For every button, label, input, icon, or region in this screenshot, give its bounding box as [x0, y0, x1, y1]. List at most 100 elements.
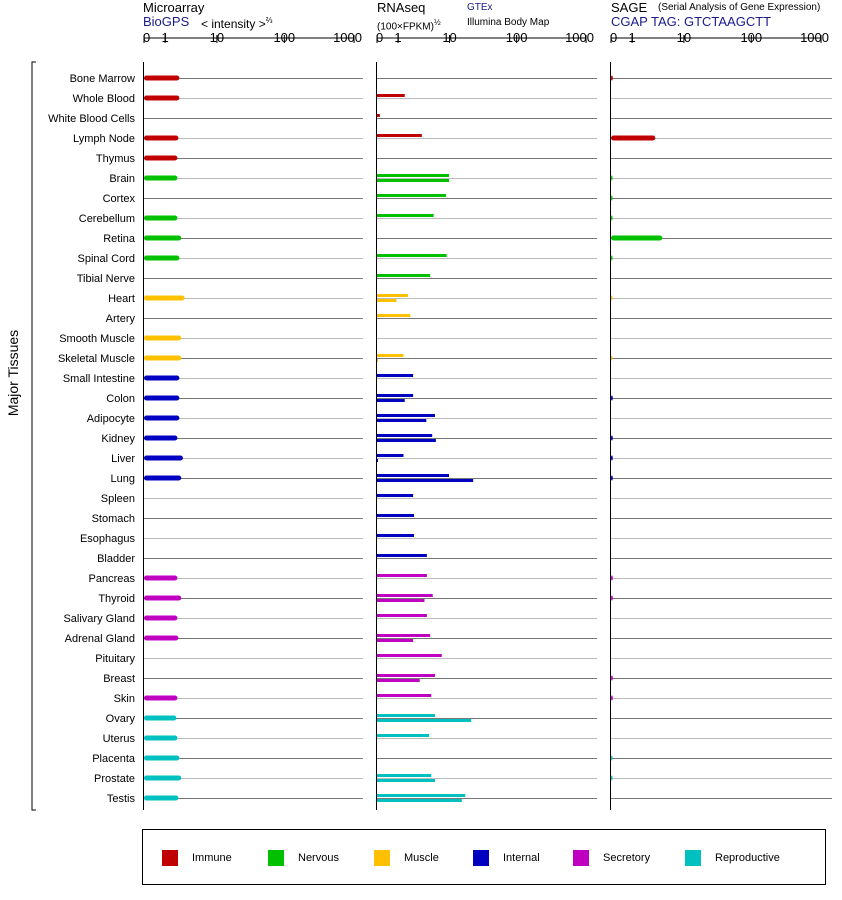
rnaseq-tick-label: 1: [394, 30, 401, 45]
rnaseq-bar: [377, 114, 380, 117]
tissue-label: Lung: [111, 473, 135, 485]
microarray-bar: [144, 355, 182, 361]
tissue-label: White Blood Cells: [48, 113, 135, 125]
legend-label-muscle: Muscle: [404, 852, 439, 864]
rnaseq-bar: [377, 674, 435, 677]
tissue-label: Pancreas: [89, 573, 136, 585]
rnaseq-bar: [377, 734, 430, 737]
rnaseq-bar: [377, 534, 415, 537]
rnaseq-bar: [377, 634, 431, 637]
microarray-bar: [144, 795, 179, 801]
rnaseq-bar: [377, 419, 427, 422]
legend-label-immune: Immune: [192, 852, 232, 864]
sage-tag-link[interactable]: CGAP TAG: GTCTAAGCTT: [611, 14, 772, 29]
tissue-label: Bone Marrow: [70, 73, 135, 85]
sage-tick-label: 0: [610, 30, 617, 45]
tissue-label: Heart: [108, 293, 135, 305]
sage-title: SAGE: [611, 0, 648, 15]
tissue-label: Kidney: [101, 433, 135, 445]
rnaseq-unit: (100×FPKM)½: [377, 18, 441, 33]
rnaseq-title: RNAseq: [377, 0, 426, 15]
sage-bar: [611, 575, 613, 581]
rnaseq-bar: [377, 694, 432, 697]
tissue-label: Small Intestine: [63, 373, 135, 385]
microarray-bar: [144, 135, 179, 141]
rnaseq-bar: [377, 679, 420, 682]
legend-muscle: Muscle: [374, 850, 439, 866]
rnaseq-bar: [377, 179, 449, 182]
rnaseq-bar: [377, 174, 449, 177]
tissue-label: Prostate: [94, 773, 135, 785]
rnaseq-bar: [377, 654, 442, 657]
sage-bar: [611, 195, 613, 201]
microarray-bar: [144, 395, 180, 401]
biogps-link[interactable]: BioGPS: [143, 14, 190, 29]
rnaseq-bar: [377, 714, 435, 717]
sage-subtitle: (Serial Analysis of Gene Expression): [658, 2, 821, 13]
rnaseq-bar: [377, 354, 404, 357]
tissue-label: Thyroid: [98, 593, 135, 605]
sage-bar: [611, 435, 613, 441]
sage-bar: [611, 475, 613, 481]
legend-swatch-nervous: [268, 850, 284, 866]
rnaseq-tick-label: 10: [442, 30, 456, 45]
tissue-label: Spinal Cord: [78, 253, 135, 265]
rnaseq-bar: [377, 574, 427, 577]
tissue-label: Pituitary: [95, 653, 135, 665]
tissue-label: Uterus: [103, 733, 136, 745]
tissue-label: Cerebellum: [79, 213, 135, 225]
microarray-bar: [144, 735, 178, 741]
sage-bar: [611, 595, 613, 601]
tissue-label: Breast: [103, 673, 135, 685]
tissue-label: Stomach: [92, 513, 135, 525]
microarray-bar: [144, 175, 178, 181]
legend-secretory: Secretory: [573, 850, 650, 866]
microarray-tick-label: 1: [161, 30, 168, 45]
illumina-body-map-link[interactable]: Illumina Body Map: [467, 17, 550, 28]
tissue-label: Smooth Muscle: [59, 333, 135, 345]
sage-bar: [611, 175, 613, 181]
sage-tick-label: 1000: [800, 30, 829, 45]
legend-label-internal: Internal: [503, 852, 540, 864]
sage-bar: [611, 775, 613, 781]
tissue-label: Liver: [111, 453, 135, 465]
microarray-bar: [144, 635, 179, 641]
tissue-label: Lymph Node: [73, 133, 135, 145]
rnaseq-bar: [377, 439, 436, 442]
rnaseq-bar: [377, 799, 462, 802]
rnaseq-bar: [377, 274, 431, 277]
tissue-label: Whole Blood: [73, 93, 135, 105]
rnaseq-bar: [377, 254, 447, 257]
gtex-link[interactable]: GTEx: [467, 2, 493, 13]
microarray-bar: [144, 455, 183, 461]
sage-bar: [611, 755, 613, 761]
rnaseq-bar: [377, 639, 414, 642]
legend-label-reproductive: Reproductive: [715, 852, 780, 864]
microarray-bar: [144, 435, 178, 441]
sage-bar: [611, 215, 613, 221]
tissue-label: Ovary: [106, 713, 136, 725]
rnaseq-bar: [377, 474, 449, 477]
microarray-tick-label: 100: [273, 30, 295, 45]
tissue-label: Brain: [109, 173, 135, 185]
legend-label-secretory: Secretory: [603, 852, 651, 864]
rnaseq-bar: [377, 194, 447, 197]
tissue-label: Artery: [106, 313, 136, 325]
sage-bar: [611, 355, 613, 361]
microarray-bar: [144, 235, 182, 241]
microarray-bar: [144, 755, 180, 761]
legend-swatch-muscle: [374, 850, 390, 866]
rnaseq-bar: [377, 134, 422, 137]
microarray-bar: [144, 595, 182, 601]
tissue-label: Esophagus: [80, 533, 136, 545]
rnaseq-bar: [377, 374, 414, 377]
microarray-bar: [144, 335, 182, 341]
tissue-label: Adrenal Gland: [65, 633, 135, 645]
tissue-label: Skin: [114, 693, 135, 705]
rnaseq-bar: [377, 599, 425, 602]
microarray-bar: [144, 775, 182, 781]
rnaseq-bar: [377, 434, 433, 437]
rnaseq-bar: [377, 774, 432, 777]
microarray-bar: [144, 615, 178, 621]
